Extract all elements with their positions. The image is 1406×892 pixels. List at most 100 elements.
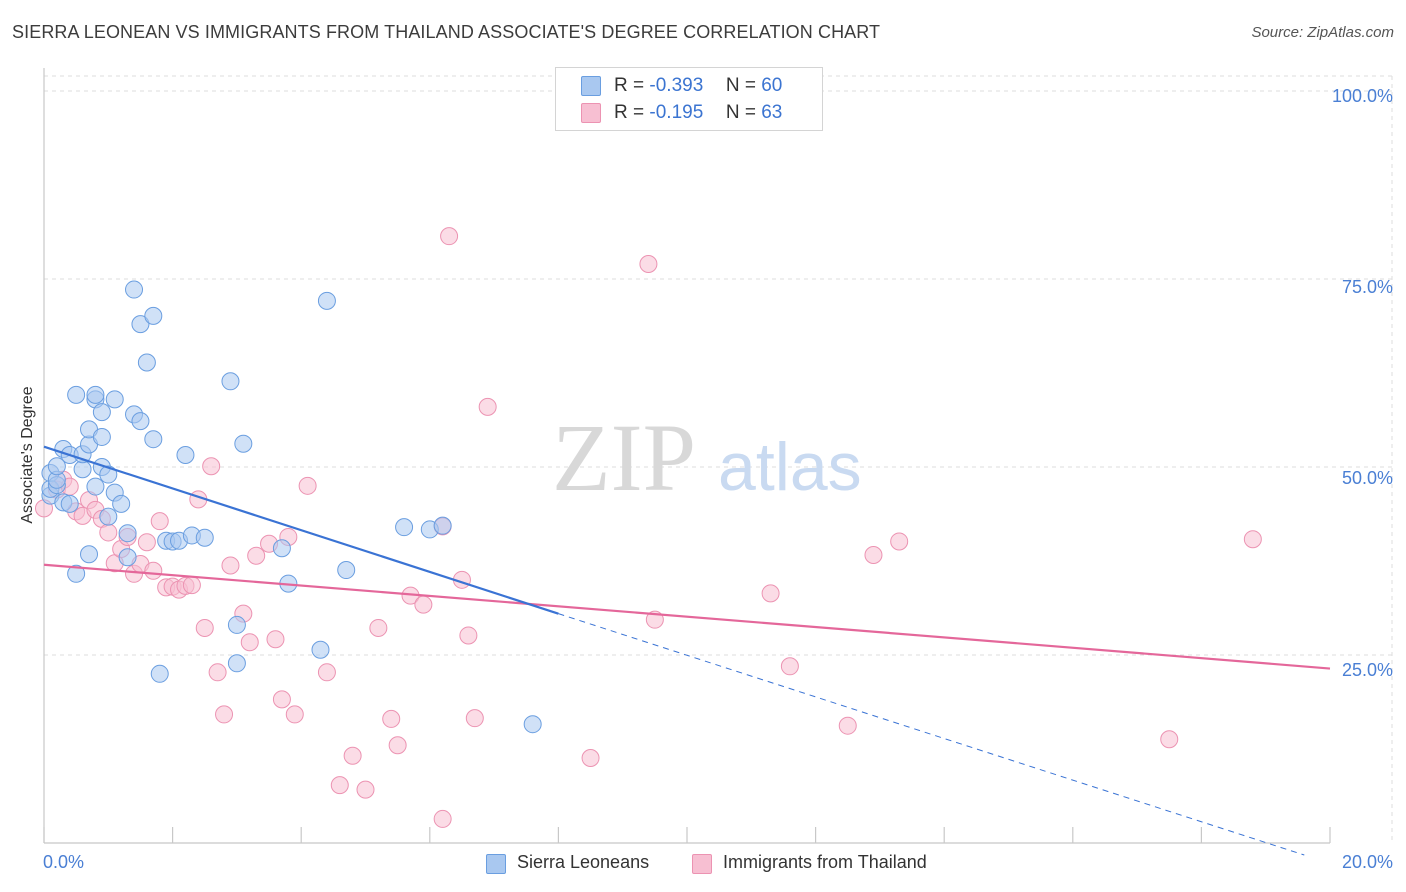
sierra-leonean-point (317, 291, 336, 310)
sierra-leonean-point (234, 434, 253, 453)
sierra-leonean-point (176, 445, 195, 464)
thailand-point (202, 457, 221, 476)
thailand-point (266, 630, 285, 649)
source-label: Source: ZipAtlas.com (1251, 24, 1394, 41)
sierra-leonean-point (99, 465, 118, 484)
legend-n-label: N = (725, 75, 756, 96)
sierra-leonean-point (67, 564, 86, 583)
sierra-leonean-point (118, 548, 137, 567)
legend-r-label: R = (614, 102, 645, 123)
legend-r-value-1: -0.393 (649, 75, 704, 96)
thailand-point (440, 227, 459, 246)
watermark: ZIP atlas (552, 404, 862, 511)
axes (43, 68, 1331, 844)
thailand-point (369, 618, 388, 637)
thailand-point (478, 397, 497, 416)
sierra-leonean-point (523, 715, 542, 734)
y-tick-label-75: 75.0% (1341, 277, 1393, 297)
thailand-point (761, 584, 780, 603)
sierra-leonean-point (195, 528, 214, 547)
thailand-point (272, 690, 291, 709)
sierra-leonean-point (131, 315, 150, 334)
legend-n-label: N = (725, 102, 756, 123)
trend-line-thailand (43, 563, 1331, 670)
legend-n-value-2: 63 (761, 102, 783, 123)
thailand-point (343, 746, 362, 765)
legend-r-label: R = (614, 75, 645, 96)
watermark-atlas: atlas (718, 429, 862, 505)
sierra-leonean-point (105, 390, 124, 409)
sierra-leonean-point (80, 545, 99, 564)
thailand-point (414, 595, 433, 614)
trend-line-sierra-leonean (43, 445, 559, 615)
sierra-leonean-point (131, 412, 150, 431)
sierra-leonean-point (60, 494, 79, 513)
y-tick-label-25: 25.0% (1341, 660, 1393, 680)
sierra-leonean-point (227, 654, 246, 673)
sierra-leonean-point (150, 664, 169, 683)
sierra-leonean-point (86, 385, 105, 404)
sierra-leonean-point (144, 430, 163, 449)
sierra-leonean-point (137, 353, 156, 372)
bottom-legend-swatch-blue (486, 854, 506, 874)
sierra-leonean-point (73, 460, 92, 479)
thailand-point (144, 561, 163, 580)
thailand-point (1160, 730, 1179, 749)
thailand-point (317, 663, 336, 682)
thailand-point (298, 476, 317, 495)
legend-swatch-blue (581, 76, 601, 96)
thailand-point (240, 633, 259, 652)
sierra-leonean-point (99, 507, 118, 526)
thailand-point (639, 254, 658, 273)
sierra-leonean-point (144, 306, 163, 325)
thailand-point (388, 736, 407, 755)
thailand-point (221, 556, 240, 575)
sierra-leonean-point (47, 457, 66, 476)
bottom-legend-label-1: Sierra Leoneans (517, 852, 650, 872)
thailand-point (864, 545, 883, 564)
thailand-point (356, 780, 375, 799)
thailand-point (433, 809, 452, 828)
thailand-point (890, 532, 909, 551)
sierra-leonean-point (433, 516, 452, 535)
sierra-leonean-point (272, 539, 291, 558)
thailand-point (1243, 530, 1262, 549)
sierra-leonean-point (92, 427, 111, 446)
thailand-point (247, 546, 266, 565)
thailand-point (215, 705, 234, 724)
sierra-leonean-point (125, 280, 144, 299)
trend-line-sierra-leonean-extension (558, 613, 1305, 856)
sierra-leonean-point (311, 640, 330, 659)
sierra-leonean-point (221, 372, 240, 391)
thailand-point (99, 523, 118, 542)
x-tick-label-max: 20.0% (1341, 852, 1393, 872)
bottom-legend-swatch-pink (692, 854, 712, 874)
sierra-leonean-point (395, 518, 414, 537)
thailand-point (195, 618, 214, 637)
thailand-point (137, 533, 156, 552)
trend-lines (43, 445, 1331, 856)
watermark-zip: ZIP (552, 404, 696, 511)
thailand-point (330, 776, 349, 795)
sierra-leonean-point (337, 561, 356, 580)
sierra-leonean-point (67, 385, 86, 404)
series-sierra-leonean-points (41, 280, 542, 734)
thailand-point (382, 709, 401, 728)
chart-title: SIERRA LEONEAN VS IMMIGRANTS FROM THAILA… (12, 22, 881, 42)
thailand-point (208, 663, 227, 682)
thailand-point (838, 716, 857, 735)
series-thailand-points (35, 227, 1262, 828)
sierra-leonean-point (86, 477, 105, 496)
thailand-point (459, 626, 478, 645)
thailand-point (780, 657, 799, 676)
y-tick-label-100: 100.0% (1331, 86, 1393, 106)
sierra-leonean-point (118, 524, 137, 543)
thailand-point (285, 705, 304, 724)
sierra-leonean-point (227, 615, 246, 634)
sierra-leonean-point (92, 403, 111, 422)
x-tick-label-min: 0.0% (43, 852, 85, 872)
thailand-point (581, 749, 600, 768)
thailand-point (150, 512, 169, 531)
legend-swatch-pink (581, 103, 601, 123)
legend-r-value-2: -0.195 (649, 102, 704, 123)
